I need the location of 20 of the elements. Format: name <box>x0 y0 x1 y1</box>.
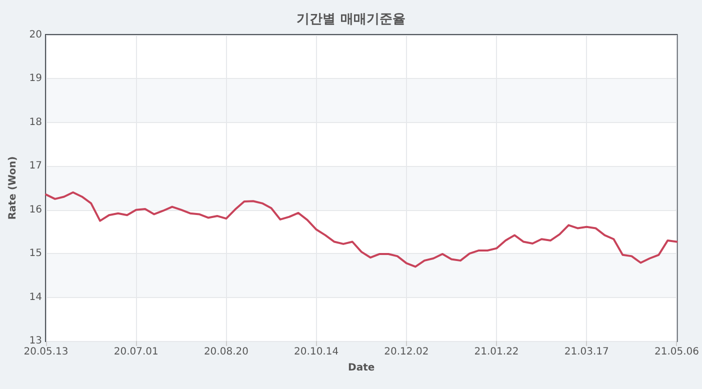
y-tick-label: 15 <box>29 248 42 260</box>
y-tick-label: 14 <box>29 292 42 303</box>
x-tick-label: 20.12.02 <box>384 346 429 358</box>
y-tick-label: 17 <box>29 160 42 172</box>
x-tick-label: 20.07.01 <box>114 346 158 358</box>
x-tick-label: 20.08.20 <box>204 346 248 358</box>
y-axis-title: Rate (Won) <box>8 156 18 220</box>
y-tick-label: 13 <box>29 336 42 346</box>
y-tick-label: 20 <box>29 30 42 40</box>
line-series <box>45 191 678 268</box>
x-tick-label: 21.05.06 <box>654 346 699 358</box>
x-tick-label: 20.05.13 <box>24 346 68 358</box>
x-tick-label: 20.10.14 <box>294 346 339 358</box>
x-tick-label: 21.01.22 <box>474 346 519 358</box>
y-tick-label: 19 <box>29 73 42 84</box>
x-axis-title: Date <box>348 362 375 374</box>
chart-title: 기간별 매매기준율 <box>296 12 406 27</box>
y-tick-label: 16 <box>29 204 42 216</box>
x-tick-label: 21.03.17 <box>564 346 609 358</box>
y-tick-label: 18 <box>29 116 42 128</box>
